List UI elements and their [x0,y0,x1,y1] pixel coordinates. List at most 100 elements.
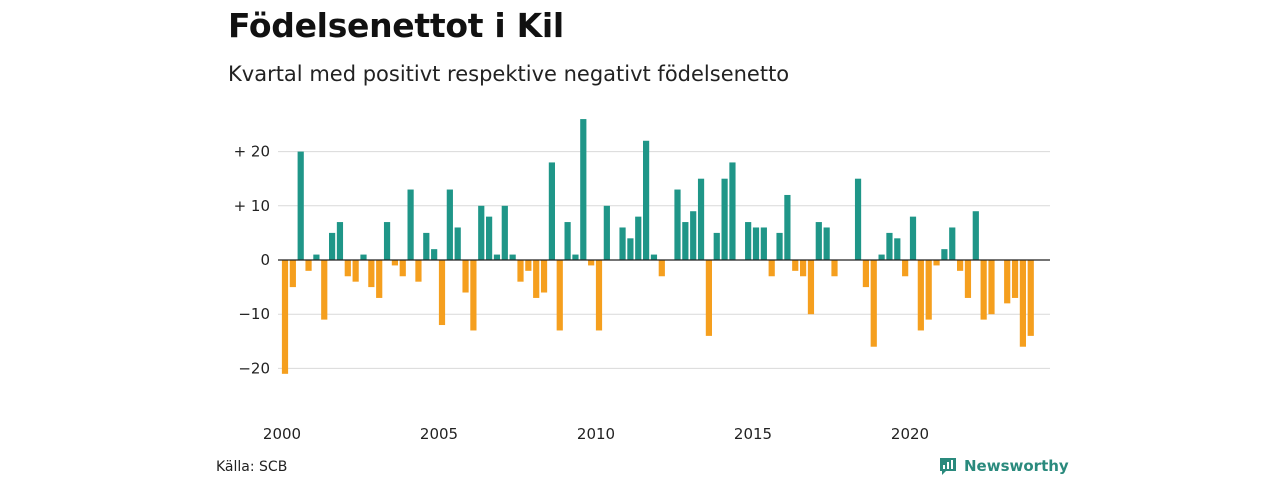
bar-positive [690,211,697,260]
bar-positive [501,205,508,260]
bar-chart-speech-bubble-icon [940,458,956,475]
bar-positive [423,232,430,260]
bar-positive [580,119,587,260]
y-tick-label: 0 [260,251,270,269]
x-tick-label: 2015 [734,425,772,443]
bar-positive [752,227,760,260]
brand-logo[interactable]: Newsworthy [938,456,1069,476]
bar-negative [705,260,712,336]
bar-positive [297,151,304,260]
bar-positive [336,222,344,260]
bar-positive [886,232,893,260]
bar-negative [658,260,665,277]
chart-title: Födelsenettot i Kil [228,6,564,45]
y-tick-label: −20 [238,359,270,377]
bar-negative [588,260,595,266]
bar-positive [486,216,493,260]
bar-positive [823,227,830,260]
bar-negative [800,260,807,277]
source-note: Källa: SCB [216,459,288,475]
bar-positive [509,254,516,260]
bar-negative [540,260,548,293]
bar-positive [682,222,689,260]
bar-negative [305,260,312,271]
bar-positive [478,205,485,260]
bar-positive [972,211,979,260]
bar-negative [438,260,446,326]
bar-negative [368,260,375,288]
bar-negative [1011,260,1019,298]
y-tick-label: + 10 [234,197,270,215]
bar-positive [941,249,948,260]
bar-positive [894,238,901,260]
bar-negative [462,260,469,293]
bar-negative [988,260,995,315]
bar-negative [917,260,924,331]
bar-positive [627,238,634,260]
bar-positive [713,232,720,260]
bar-negative [470,260,477,331]
bar-positive [729,162,736,260]
bar-negative [768,260,775,277]
bar-positive [407,189,414,260]
bar-positive [572,254,579,260]
x-axis-labels: 2000 2005 2010 2015 2020 [263,425,929,443]
bar-positive [603,205,610,260]
bar-positive [329,232,336,260]
bar-negative [792,260,799,271]
x-tick-label: 2020 [891,425,929,443]
bar-negative [807,260,815,315]
y-axis-labels: + 20 + 10 0 −10 −20 [234,143,270,378]
bar-positive [878,254,885,260]
bar-negative [870,260,877,347]
bar-negative [391,260,398,266]
bar-positive [674,189,681,260]
bar-negative [1019,260,1026,347]
bar-negative [415,260,422,282]
bar-negative [980,260,987,320]
bar-positive [493,254,501,260]
bar-positive [721,178,728,260]
bar-negative [925,260,932,320]
bar-negative [352,260,359,282]
bar-positive [815,222,822,260]
bar-negative [831,260,838,277]
bar-positive [760,227,767,260]
bar-negative [321,260,328,320]
bar-negative [1027,260,1034,336]
x-tick-label: 2000 [263,425,301,443]
bar-negative [344,260,351,277]
bar-positive [650,254,658,260]
bar-negative [399,260,406,277]
bar-positive [776,232,783,260]
bar-negative [964,260,972,298]
bar-negative [289,260,296,288]
bar-negative [556,260,563,331]
bar-positive [643,140,650,260]
bar-positive [949,227,956,260]
bar-negative [595,260,603,331]
bar-negative [281,260,289,374]
y-tick-label: + 20 [234,143,270,161]
bar-negative [525,260,532,271]
x-tick-label: 2005 [420,425,458,443]
bar-negative [902,260,909,277]
bar-negative [862,260,869,288]
bar-positive [619,227,626,260]
bar-positive [454,227,461,260]
bar-negative [957,260,964,271]
bar-positive [909,216,917,260]
chart-subtitle: Kvartal med positivt respektive negativt… [228,62,790,86]
bar-negative [517,260,524,282]
bar-positive [635,216,642,260]
bar-negative [533,260,540,298]
bars [281,119,1034,374]
bar-positive [446,189,453,260]
bar-positive [697,178,705,260]
x-tick-label: 2010 [577,425,615,443]
bar-negative [1004,260,1011,304]
brand-name: Newsworthy [964,457,1069,475]
bar-positive [383,222,391,260]
bar-negative [376,260,383,298]
